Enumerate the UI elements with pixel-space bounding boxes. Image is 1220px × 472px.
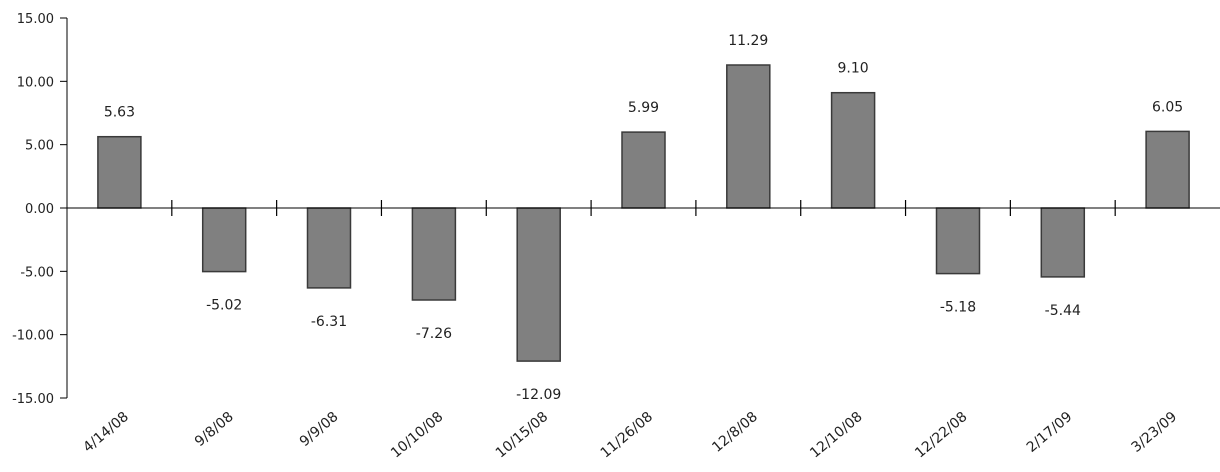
x-tick-label: 2/17/09 xyxy=(1024,409,1076,456)
x-tick-label: 9/9/08 xyxy=(297,409,342,450)
bar xyxy=(97,135,142,209)
x-tick-label: 4/14/08 xyxy=(80,409,132,456)
bar xyxy=(201,207,247,273)
y-tick-label: -10.00 xyxy=(12,329,54,344)
bar xyxy=(1040,207,1086,278)
bar xyxy=(411,207,457,301)
data-label: -5.18 xyxy=(940,300,976,316)
data-labels-group: 5.63 -5.02 -6.31 -7.26 -12.09 5.99 11.29 9.10 -5… xyxy=(104,33,1183,403)
y-tick-label: 15.00 xyxy=(17,12,54,27)
y-tick-label: 10.00 xyxy=(17,75,54,90)
y-tick-label: 0.00 xyxy=(25,202,54,217)
x-tick-label: 9/8/08 xyxy=(192,409,237,450)
data-label: -6.31 xyxy=(311,314,347,330)
x-tick-label: 12/10/08 xyxy=(807,409,865,462)
bar xyxy=(830,91,876,209)
x-tick-label: 11/26/08 xyxy=(598,409,656,462)
y-tick-label: 5.00 xyxy=(25,139,54,154)
data-label: 11.29 xyxy=(728,33,768,49)
data-label: 9.10 xyxy=(838,61,869,77)
x-tick-label: 12/22/08 xyxy=(912,409,970,462)
y-tick-label: -5.00 xyxy=(20,265,54,280)
x-tick-label: 10/10/08 xyxy=(388,409,446,462)
bar xyxy=(935,207,981,275)
x-tick-label: 10/15/08 xyxy=(493,409,551,462)
data-label: -5.44 xyxy=(1045,303,1081,319)
bar xyxy=(621,131,666,209)
x-tick-label: 3/23/09 xyxy=(1129,409,1181,456)
data-label: 5.63 xyxy=(104,105,135,121)
x-tick-label: 12/8/08 xyxy=(709,409,761,456)
y-axis: 15.00 10.00 5.00 0.00 -5.00 -10.00 -15.00 xyxy=(12,12,68,407)
bar xyxy=(306,207,352,289)
data-label: -7.26 xyxy=(416,326,452,342)
data-label: -12.09 xyxy=(516,387,561,403)
y-tick-label: -15.00 xyxy=(12,392,54,407)
data-label: -5.02 xyxy=(206,298,242,314)
data-label: 6.05 xyxy=(1152,99,1183,115)
bar xyxy=(726,64,771,209)
data-label: 5.99 xyxy=(628,100,659,116)
bar xyxy=(1145,130,1190,209)
bars-group xyxy=(97,64,1190,362)
bar xyxy=(516,207,561,362)
